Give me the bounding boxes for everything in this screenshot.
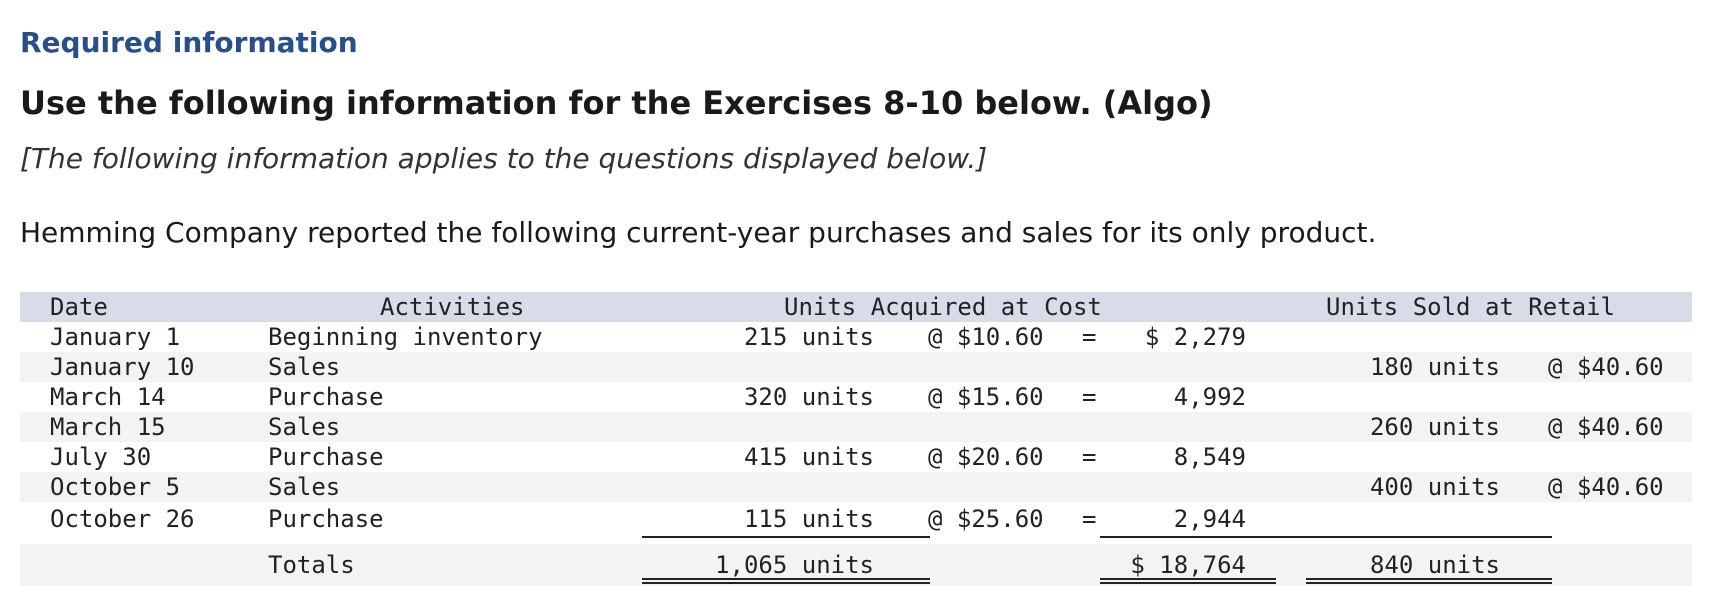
inventory-table: Date Activities Units Acquired at Cost U… bbox=[20, 292, 1692, 586]
row-total-cost: $ 2,279 bbox=[1144, 323, 1246, 351]
totals-label: Totals bbox=[268, 551, 355, 579]
table-row: October 26 Purchase 115 units @ $25.60 =… bbox=[20, 504, 1692, 534]
row-unit-cost: @ $20.60 bbox=[928, 443, 1044, 471]
row-units-acquired: 415 units bbox=[743, 443, 874, 471]
row-date: July 30 bbox=[50, 443, 152, 471]
row-activity: Purchase bbox=[268, 383, 384, 411]
units-acquired-underline bbox=[642, 536, 930, 538]
row-retail-price: @ $40.60 bbox=[1548, 473, 1664, 501]
table-row: January 10 Sales 180 units @ $40.60 bbox=[20, 352, 1692, 382]
required-information-label: Required information bbox=[20, 26, 358, 59]
header-activities: Activities bbox=[380, 293, 525, 321]
table-row: March 15 Sales 260 units @ $40.60 bbox=[20, 412, 1692, 442]
row-date: October 5 bbox=[50, 473, 181, 501]
header-date: Date bbox=[50, 293, 108, 321]
row-units-acquired: 115 units bbox=[743, 505, 874, 533]
units-sold-double-underline bbox=[1306, 578, 1552, 584]
row-date: March 15 bbox=[50, 413, 166, 441]
row-date: March 14 bbox=[50, 383, 166, 411]
table-row: March 14 Purchase 320 units @ $15.60 = 4… bbox=[20, 382, 1692, 412]
row-activity: Purchase bbox=[268, 443, 384, 471]
row-date: January 1 bbox=[50, 323, 181, 351]
header-units-sold: Units Sold at Retail bbox=[1326, 293, 1615, 321]
row-equals: = bbox=[1082, 383, 1097, 411]
row-total-cost: 4,992 bbox=[1173, 383, 1246, 411]
row-equals: = bbox=[1082, 443, 1097, 471]
row-units-acquired: 320 units bbox=[743, 383, 874, 411]
row-equals: = bbox=[1082, 505, 1097, 533]
row-unit-cost: @ $15.60 bbox=[928, 383, 1044, 411]
total-cost-double-underline bbox=[1100, 578, 1276, 584]
intro-text: Hemming Company reported the following c… bbox=[20, 216, 1377, 249]
totals-units-sold: 840 units bbox=[1369, 551, 1500, 579]
cost-sold-underline bbox=[1100, 536, 1552, 538]
row-units-sold: 180 units bbox=[1369, 353, 1500, 381]
row-activity: Purchase bbox=[268, 505, 384, 533]
row-activity: Sales bbox=[268, 473, 341, 501]
row-equals: = bbox=[1082, 323, 1097, 351]
table-row: January 1 Beginning inventory 215 units … bbox=[20, 322, 1692, 352]
page-title: Use the following information for the Ex… bbox=[20, 84, 1213, 122]
row-date: January 10 bbox=[50, 353, 195, 381]
row-activity: Sales bbox=[268, 413, 341, 441]
totals-row: Totals 1,065 units $ 18,764 840 units bbox=[20, 544, 1692, 586]
row-activity: Sales bbox=[268, 353, 341, 381]
row-unit-cost: @ $25.60 bbox=[928, 505, 1044, 533]
row-units-acquired: 215 units bbox=[743, 323, 874, 351]
row-total-cost: 8,549 bbox=[1173, 443, 1246, 471]
row-total-cost: 2,944 bbox=[1173, 505, 1246, 533]
row-units-sold: 400 units bbox=[1369, 473, 1500, 501]
row-activity: Beginning inventory bbox=[268, 323, 543, 351]
row-unit-cost: @ $10.60 bbox=[928, 323, 1044, 351]
totals-units-acquired: 1,065 units bbox=[715, 551, 874, 579]
table-row: October 5 Sales 400 units @ $40.60 bbox=[20, 472, 1692, 502]
table-row: July 30 Purchase 415 units @ $20.60 = 8,… bbox=[20, 442, 1692, 472]
row-retail-price: @ $40.60 bbox=[1548, 413, 1664, 441]
units-acquired-double-underline bbox=[642, 578, 930, 584]
totals-total-cost: $ 18,764 bbox=[1130, 551, 1246, 579]
page-subtitle: [The following information applies to th… bbox=[20, 142, 988, 175]
row-retail-price: @ $40.60 bbox=[1548, 353, 1664, 381]
table-header-row: Date Activities Units Acquired at Cost U… bbox=[20, 292, 1692, 322]
header-units-acquired: Units Acquired at Cost bbox=[784, 293, 1102, 321]
row-date: October 26 bbox=[50, 505, 195, 533]
row-units-sold: 260 units bbox=[1369, 413, 1500, 441]
